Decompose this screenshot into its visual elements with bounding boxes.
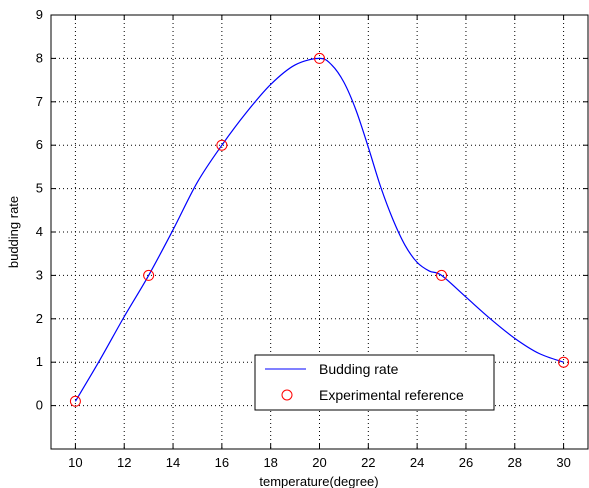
tick-marks — [51, 14, 588, 449]
x-axis-label: temperature(degree) — [259, 474, 378, 488]
x-tick-label: 10 — [68, 455, 82, 470]
legend-label-budding-rate: Budding rate — [319, 361, 399, 377]
y-tick-label: 2 — [36, 311, 43, 326]
x-tick-label: 12 — [117, 455, 131, 470]
x-tick-label: 16 — [215, 455, 229, 470]
experimental-reference-point — [558, 356, 570, 368]
legend-box — [254, 354, 495, 411]
x-tick-label: 26 — [459, 455, 473, 470]
y-tick-label: 4 — [36, 224, 43, 239]
legend: Budding rate Experimental reference — [254, 354, 495, 411]
x-tick-labels: 10 12 14 16 18 20 22 24 26 28 30 — [68, 455, 571, 470]
experimental-reference-point — [436, 269, 448, 281]
x-tick-label: 30 — [556, 455, 570, 470]
series-line-budding-rate — [74, 57, 564, 402]
y-tick-label: 8 — [36, 50, 43, 65]
y-tick-label: 6 — [36, 137, 43, 152]
y-tick-label: 9 — [36, 7, 43, 22]
legend-marker-swatch — [281, 389, 293, 401]
experimental-reference-point — [143, 269, 155, 281]
y-tick-labels: 0 1 2 3 4 5 6 7 8 9 — [36, 7, 43, 413]
series-layer — [69, 52, 570, 407]
x-tick-label: 20 — [312, 455, 326, 470]
y-tick-label: 1 — [36, 354, 43, 369]
x-tick-label: 22 — [361, 455, 375, 470]
experimental-reference-point — [314, 52, 325, 64]
y-tick-label: 0 — [36, 398, 43, 413]
x-tick-label: 24 — [410, 455, 424, 470]
x-tick-label: 18 — [263, 455, 277, 470]
experimental-reference-point — [69, 395, 81, 407]
x-tick-label: 28 — [508, 455, 522, 470]
y-tick-label: 3 — [36, 267, 43, 282]
experimental-reference-point — [216, 139, 228, 151]
y-tick-label: 5 — [36, 181, 43, 196]
y-axis-label: budding rate — [6, 196, 21, 268]
x-tick-label: 14 — [166, 455, 180, 470]
legend-label-experimental-reference: Experimental reference — [319, 387, 464, 403]
y-tick-label: 7 — [36, 94, 43, 109]
